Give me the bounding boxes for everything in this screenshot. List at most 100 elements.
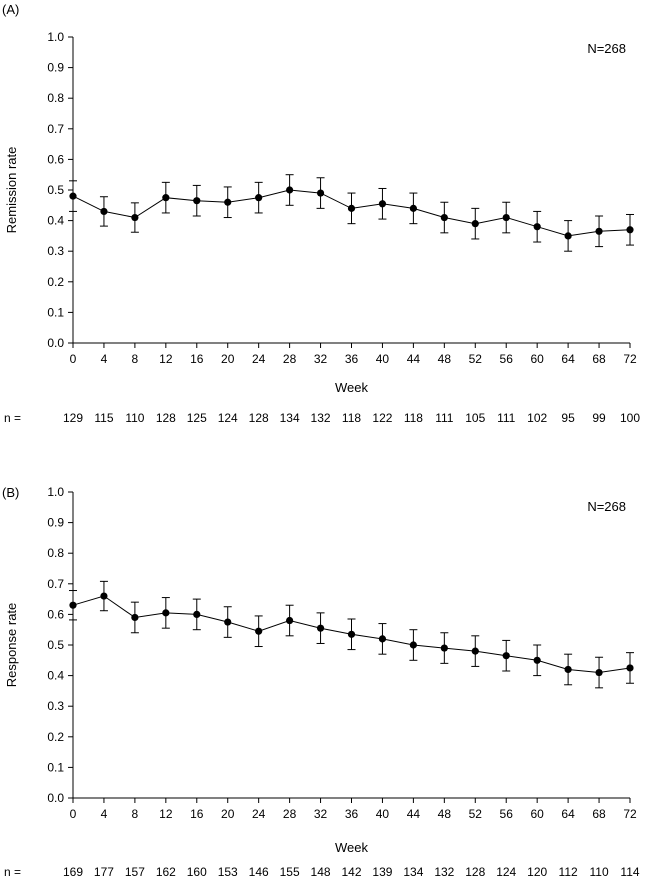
x-tick-label: 24 xyxy=(252,807,266,821)
y-tick-label: 0.8 xyxy=(47,91,64,105)
n-value: 177 xyxy=(94,865,114,879)
n-value: 111 xyxy=(497,411,516,425)
x-tick-label: 60 xyxy=(530,807,544,821)
x-tick-label: 8 xyxy=(132,352,139,366)
data-point xyxy=(131,613,139,622)
n-value: 128 xyxy=(465,865,485,879)
x-tick-label: 0 xyxy=(70,352,77,366)
data-point xyxy=(316,189,325,197)
n-value: 110 xyxy=(589,865,608,879)
x-tick-label: 72 xyxy=(623,807,637,821)
n-label: n = xyxy=(4,865,21,879)
sample-size-annotation: N=268 xyxy=(587,41,626,56)
x-tick-label: 68 xyxy=(592,352,606,366)
data-point xyxy=(564,232,572,240)
y-axis-label: Remission rate xyxy=(4,147,19,234)
n-value: 129 xyxy=(63,411,83,425)
x-tick-label: 68 xyxy=(592,807,606,821)
y-tick-label: 0.1 xyxy=(47,305,64,319)
n-value: 114 xyxy=(620,865,639,879)
x-tick-label: 56 xyxy=(500,807,514,821)
n-label: n = xyxy=(4,411,21,425)
data-point xyxy=(471,220,479,228)
y-tick-label: 0.4 xyxy=(47,214,64,228)
data-point xyxy=(193,197,201,205)
data-point xyxy=(286,186,294,194)
x-tick-label: 16 xyxy=(190,352,204,366)
y-tick-label: 0.2 xyxy=(47,730,64,744)
y-tick-label: 0.3 xyxy=(47,244,64,258)
y-tick-label: 0.2 xyxy=(47,275,64,289)
data-point xyxy=(378,200,387,208)
n-value: 134 xyxy=(280,411,300,425)
y-tick-label: 0.7 xyxy=(47,122,64,136)
data-point xyxy=(162,194,170,202)
n-value: 100 xyxy=(620,411,640,425)
n-value: 115 xyxy=(94,411,113,425)
y-axis-label: Response rate xyxy=(4,603,19,688)
y-tick-label: 0.9 xyxy=(47,61,64,75)
x-tick-label: 12 xyxy=(159,807,173,821)
y-tick-label: 0.9 xyxy=(47,516,64,530)
n-value: 122 xyxy=(372,411,392,425)
data-point xyxy=(595,227,603,235)
y-tick-label: 0.0 xyxy=(47,336,64,350)
data-point xyxy=(626,664,634,672)
x-tick-label: 28 xyxy=(283,352,297,366)
n-value: 111 xyxy=(435,411,454,425)
x-tick-label: 32 xyxy=(314,352,328,366)
x-tick-label: 64 xyxy=(561,352,575,366)
n-value: 118 xyxy=(404,411,423,425)
data-point xyxy=(440,213,448,222)
data-point xyxy=(533,223,541,231)
x-tick-label: 44 xyxy=(407,352,421,366)
data-point xyxy=(440,644,448,652)
x-axis-label: Week xyxy=(335,380,368,395)
x-tick-label: 48 xyxy=(438,352,452,366)
y-tick-label: 0.1 xyxy=(47,760,64,774)
n-value: 148 xyxy=(311,865,331,879)
x-tick-label: 4 xyxy=(101,807,108,821)
x-tick-label: 0 xyxy=(70,807,77,821)
data-point xyxy=(255,627,263,635)
x-tick-label: 52 xyxy=(469,807,483,821)
x-tick-label: 72 xyxy=(623,352,637,366)
data-point xyxy=(224,618,232,626)
data-point xyxy=(286,616,294,625)
n-value: 124 xyxy=(218,411,238,425)
n-value: 125 xyxy=(187,411,207,425)
y-tick-label: 0.8 xyxy=(47,546,64,560)
n-value: 160 xyxy=(187,865,207,879)
n-value: 132 xyxy=(311,411,331,425)
y-tick-label: 0.6 xyxy=(47,152,64,166)
chart-panel-a: (A)0.00.10.20.30.40.50.60.70.80.91.00 4 8 1… xyxy=(2,2,640,425)
n-value: 124 xyxy=(496,865,516,879)
n-value: 155 xyxy=(280,865,300,879)
data-point xyxy=(224,198,232,206)
data-point xyxy=(347,630,356,638)
data-point xyxy=(502,213,510,222)
y-tick-label: 0.3 xyxy=(47,699,64,713)
x-axis-label: Week xyxy=(335,840,368,855)
n-value: 132 xyxy=(434,865,454,879)
x-tick-label: 40 xyxy=(376,352,390,366)
data-point xyxy=(162,609,170,617)
x-tick-label: 36 xyxy=(345,807,359,821)
data-point xyxy=(316,624,325,632)
data-point xyxy=(471,647,479,655)
x-tick-label: 52 xyxy=(469,352,483,366)
x-tick-label: 44 xyxy=(407,807,421,821)
n-value: 162 xyxy=(156,865,176,879)
x-tick-label: 32 xyxy=(314,807,328,821)
y-tick-label: 1.0 xyxy=(47,30,64,44)
x-tick-label: 12 xyxy=(159,352,173,366)
n-value: 153 xyxy=(218,865,238,879)
x-tick-label: 20 xyxy=(221,807,235,821)
data-point xyxy=(347,204,356,212)
data-point xyxy=(378,635,387,643)
n-value: 157 xyxy=(125,865,145,879)
data-point xyxy=(409,641,417,649)
x-tick-label: 20 xyxy=(221,352,235,366)
x-tick-label: 60 xyxy=(530,352,544,366)
